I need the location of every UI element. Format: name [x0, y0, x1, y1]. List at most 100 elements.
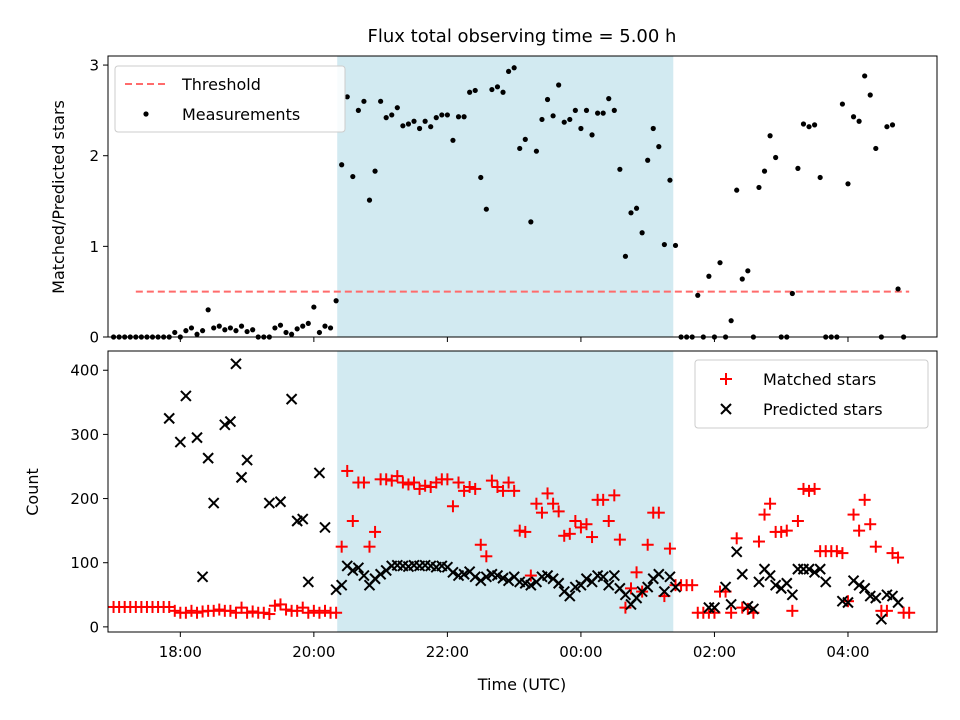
measurement-point: [800, 121, 807, 127]
measurement-point: [339, 162, 345, 168]
predicted-star-point: [174, 436, 187, 448]
matched-star-point: [302, 606, 315, 619]
matched-star-point: [786, 604, 799, 617]
predicted-star-point: [641, 581, 654, 593]
measurement-point: [739, 276, 745, 282]
measurement-point: [706, 273, 712, 279]
matched-star-point: [535, 506, 548, 519]
predicted-star-point: [458, 568, 470, 580]
predicted-star-point: [552, 577, 565, 589]
predicted-star-point: [842, 596, 854, 609]
matched-star-point: [330, 606, 343, 619]
measurement-point: [589, 132, 595, 138]
measurement-point: [439, 112, 445, 118]
matched-star-point: [235, 601, 248, 614]
measurement-point: [216, 323, 222, 329]
measurement-point: [311, 304, 317, 310]
predicted-star-point: [870, 592, 882, 604]
measurement-point: [667, 177, 673, 183]
predicted-star-point: [191, 431, 203, 444]
matched-star-point: [335, 540, 348, 553]
measurement-point: [322, 323, 328, 329]
predicted-star-point: [653, 568, 665, 580]
measurement-point: [211, 325, 217, 331]
predicted-star-point: [497, 572, 509, 584]
predicted-star-point: [274, 496, 287, 508]
matched-star-point: [869, 540, 882, 553]
predicted-star-point: [263, 497, 276, 509]
bottom-x-tick-label: 22:00: [426, 643, 469, 661]
matched-star-point: [229, 606, 242, 619]
measurement-point: [455, 114, 462, 120]
matched-star-point: [485, 474, 498, 487]
predicted-star-point: [302, 576, 315, 588]
matched-star-point: [663, 542, 676, 555]
bottom-x-tick-label: 04:00: [826, 643, 869, 661]
matched-star-point: [830, 545, 843, 558]
matched-star-point: [508, 484, 521, 497]
matched-star-point: [369, 525, 382, 538]
measurement-point: [745, 268, 751, 274]
measurement-point: [188, 325, 195, 331]
predicted-star-point: [658, 585, 671, 598]
legend-threshold-label: Threshold: [181, 75, 261, 94]
matched-star-point: [808, 482, 821, 495]
top-panel: 0 1 2 3 Matched/Predicted stars Threshold M…: [49, 55, 938, 347]
measurement-point: [444, 112, 450, 118]
matched-star-point: [547, 497, 560, 510]
matched-star-point: [580, 518, 593, 531]
matched-star-point: [274, 598, 287, 611]
matched-star-point: [619, 601, 632, 614]
legend-matched-swatch: [720, 373, 732, 385]
matched-star-point: [752, 535, 765, 548]
matched-star-point: [241, 606, 254, 619]
matched-star-point: [168, 604, 181, 617]
predicted-star-point: [753, 576, 765, 588]
matched-star-point: [513, 524, 526, 537]
matched-star-point: [307, 604, 320, 617]
matched-star-point: [780, 524, 793, 537]
measurement-point: [756, 184, 762, 191]
predicted-star-point: [374, 568, 387, 580]
predicted-star-point: [730, 546, 743, 558]
measurement-point: [656, 144, 662, 150]
matched-star-point: [803, 484, 816, 497]
predicted-star-point: [347, 564, 359, 577]
measurement-point: [617, 166, 623, 172]
matched-star-point: [224, 604, 237, 617]
measurement-point: [294, 326, 300, 332]
matched-star-point: [185, 604, 198, 617]
matched-star-point: [624, 582, 637, 595]
matched-star-point: [268, 599, 281, 612]
measurement-point: [600, 110, 606, 116]
measurement-point: [611, 107, 617, 113]
measurement-point: [728, 318, 734, 324]
measurement-point: [539, 116, 545, 123]
measurement-point: [550, 113, 556, 119]
predicted-star-point: [219, 419, 231, 431]
matched-star-point: [296, 601, 309, 614]
measurement-point: [767, 133, 773, 139]
chart-title: Flux total observing time = 5.00 h: [368, 26, 677, 47]
matched-star-point: [541, 487, 554, 500]
matched-star-point: [396, 476, 409, 489]
measurement-point: [850, 114, 857, 120]
predicted-star-point: [502, 574, 515, 587]
predicted-star-point: [230, 358, 242, 370]
matched-star-point: [391, 470, 404, 483]
measurement-point: [411, 118, 417, 124]
predicted-star-point: [725, 598, 737, 611]
bottom-plot-frame: [107, 350, 938, 633]
predicted-star-point: [619, 589, 632, 601]
predicted-star-point: [786, 589, 799, 601]
measurement-point: [383, 115, 389, 121]
predicted-star-point: [597, 571, 609, 583]
predicted-star-point: [747, 603, 760, 615]
measurement-point: [394, 105, 400, 111]
top-y-tick-label: 3: [89, 57, 99, 75]
measurement-point: [472, 87, 478, 94]
matched-star-point: [474, 538, 487, 551]
bottom-y-axis-label: Count: [23, 468, 42, 516]
matched-star-point: [602, 515, 615, 528]
